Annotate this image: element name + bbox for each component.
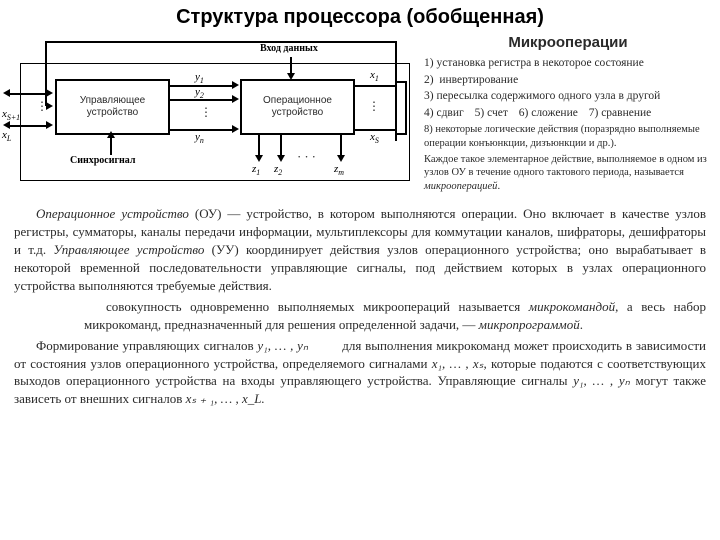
micro-item-3: 3) пересылка содержимого одного узла в д… [424, 89, 712, 105]
micro-note-tail: Каждое такое элементарное действие, выпо… [424, 153, 712, 194]
page-title: Структура процессора (обобщенная) [0, 0, 720, 31]
upper-region: Вход данных Управляющее устройство Опера… [0, 31, 720, 201]
sig-xl: xL [2, 129, 11, 143]
sig-xs1: xS+1 [2, 108, 20, 122]
micro-item-1: 1) установка регистра в некоторое состоя… [424, 56, 712, 72]
paragraph-3: Формирование управляющих сигналов y₁, … … [14, 337, 706, 409]
micro-item-4-7: 4) сдвиг 5) счет 6) сложение 7) сравнени… [424, 106, 712, 122]
body-text: Операционное устройство (ОУ) — устройств… [0, 201, 720, 408]
paragraph-2: совокупность одновременно выполняемых ми… [14, 298, 706, 334]
microops-header: Микрооперации [424, 31, 712, 56]
micro-note-8: 8) некоторые логические действия (поразр… [424, 123, 712, 150]
microoperations-panel: Микрооперации 1) установка регистра в не… [420, 31, 720, 201]
input-label: Вход данных [260, 43, 318, 54]
processor-diagram: Вход данных Управляющее устройство Опера… [0, 31, 420, 201]
micro-item-2: 2) инвертирование [424, 73, 712, 89]
paragraph-1: Операционное устройство (ОУ) — устройств… [14, 205, 706, 295]
